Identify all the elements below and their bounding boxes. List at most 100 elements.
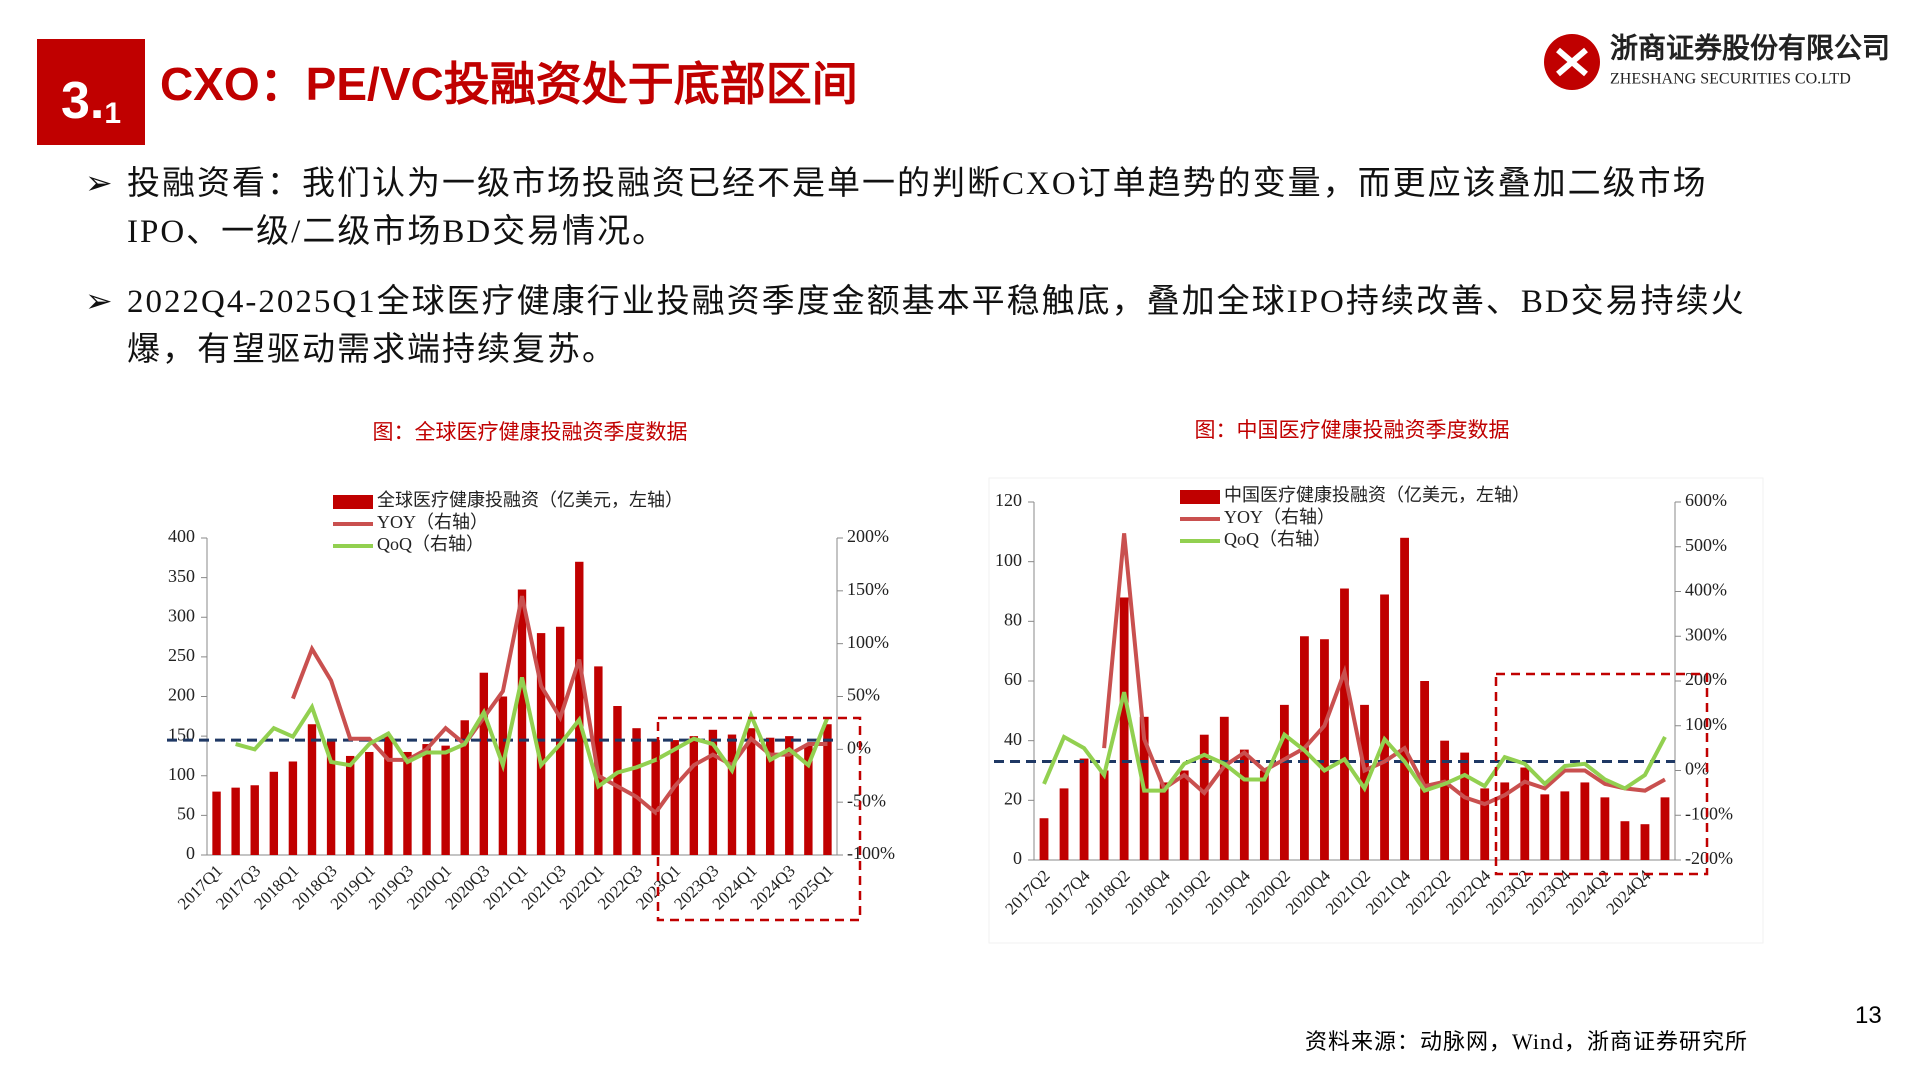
bar xyxy=(1480,788,1490,860)
bar xyxy=(1540,794,1550,860)
y2-tick-label: 0% xyxy=(1685,759,1709,779)
bar xyxy=(785,736,794,855)
bar xyxy=(804,744,813,855)
bar xyxy=(1580,782,1590,860)
bar xyxy=(403,751,412,855)
bar xyxy=(1239,749,1249,860)
y2-tick-label: 500% xyxy=(1685,535,1727,555)
bar xyxy=(575,561,584,855)
y2-tick-label: 300% xyxy=(1685,624,1727,644)
bar xyxy=(1320,639,1329,860)
y-tick-label: 50 xyxy=(177,804,195,824)
bar xyxy=(746,728,756,855)
chart-title: 图：全球医疗健康投融资季度数据 xyxy=(373,420,688,444)
bar xyxy=(1360,704,1369,860)
y-tick-label: 80 xyxy=(1004,609,1022,629)
y-tick-label: 120 xyxy=(995,490,1022,510)
bar xyxy=(1460,752,1470,860)
legend-label: 全球医疗健康投融资（亿美元，左轴） xyxy=(377,490,683,510)
bar xyxy=(231,787,240,855)
y-tick-label: 0 xyxy=(1013,848,1022,868)
bar xyxy=(517,589,527,855)
bar xyxy=(441,745,450,855)
bar xyxy=(708,729,718,855)
subsection-number: 1 xyxy=(104,97,122,130)
bullet-list: 投融资看：我们认为一级市场投融资已经不是单一的判断CXO订单趋势的变量，而更应该… xyxy=(85,160,1785,396)
bar xyxy=(1219,716,1229,860)
y-tick-label: 100 xyxy=(168,764,195,784)
bar xyxy=(1520,767,1530,860)
line-series xyxy=(235,677,830,790)
bar xyxy=(1600,797,1610,860)
bar xyxy=(212,791,221,855)
y2-tick-label: -200% xyxy=(1685,848,1733,868)
y-tick-label: 250 xyxy=(168,645,195,665)
legend-label: YOY（右轴） xyxy=(377,512,488,532)
bar xyxy=(1119,597,1129,860)
bar xyxy=(1179,770,1189,860)
bar xyxy=(1099,770,1109,860)
bar xyxy=(613,706,622,855)
bar xyxy=(1620,821,1630,860)
bar xyxy=(1660,797,1670,860)
y-tick-label: 60 xyxy=(1004,669,1022,689)
y2-tick-label: 150% xyxy=(847,579,889,599)
highlight-box xyxy=(1494,672,1709,876)
legend-label: 中国医疗健康投融资（亿美元，左轴） xyxy=(1224,485,1530,505)
y-tick-label: 200 xyxy=(168,685,195,705)
bar xyxy=(1159,782,1169,860)
legend-label: QoQ（右轴） xyxy=(377,534,484,554)
bar xyxy=(365,751,374,855)
bar xyxy=(689,736,699,855)
y2-tick-label: 400% xyxy=(1685,580,1727,600)
bar xyxy=(765,737,775,855)
slide-title: CXO：PE/VC投融资处于底部区间 xyxy=(160,58,858,110)
bar xyxy=(670,740,679,855)
bar xyxy=(727,734,737,855)
bar xyxy=(632,728,641,855)
y-tick-label: 400 xyxy=(168,526,195,546)
y2-tick-label: 100% xyxy=(847,632,889,652)
bar xyxy=(422,744,431,855)
line-series xyxy=(1102,533,1666,807)
legend-swatch xyxy=(333,495,373,509)
section-number: 3. xyxy=(60,72,105,130)
bar xyxy=(1259,770,1269,860)
bar xyxy=(479,672,489,855)
bar xyxy=(651,740,660,855)
bar xyxy=(326,740,336,855)
y-tick-label: 0 xyxy=(186,843,195,863)
y2-tick-label: 50% xyxy=(847,685,880,705)
bar xyxy=(1500,782,1510,860)
line-series xyxy=(1042,691,1667,794)
bar xyxy=(384,736,393,855)
bar xyxy=(1079,758,1089,860)
logo: 浙商证券股份有限公司 ZHESHANG SECURITIES CO.LTD xyxy=(1544,32,1890,90)
y-tick-label: 40 xyxy=(1004,729,1022,749)
source-note: 资料来源：动脉网，Wind，浙商证券研究所 xyxy=(1305,1029,1748,1054)
bar xyxy=(536,633,546,855)
y-tick-label: 100 xyxy=(995,550,1022,570)
legend-label: QoQ（右轴） xyxy=(1224,529,1331,549)
y-tick-label: 350 xyxy=(168,566,195,586)
logo-name-cn: 浙商证券股份有限公司 xyxy=(1610,32,1890,63)
bar xyxy=(1380,594,1389,860)
y-tick-label: 300 xyxy=(168,605,195,625)
bar xyxy=(288,761,298,855)
bullet: 2022Q4-2025Q1全球医疗健康行业投融资季度金额基本平稳触底，叠加全球I… xyxy=(85,278,1785,374)
bar xyxy=(460,720,469,855)
bar xyxy=(1199,734,1209,860)
y2-tick-label: 600% xyxy=(1685,490,1727,510)
bar xyxy=(1440,740,1450,860)
bar xyxy=(498,696,508,855)
y2-tick-label: 200% xyxy=(847,526,889,546)
bar xyxy=(594,666,603,855)
chart-title: 图：中国医疗健康投融资季度数据 xyxy=(1195,418,1510,442)
y2-tick-label: -100% xyxy=(847,843,895,863)
bar xyxy=(1560,791,1570,860)
bar xyxy=(1279,704,1289,860)
bar xyxy=(250,785,259,855)
page-number: 13 xyxy=(1855,1002,1882,1029)
bar xyxy=(1039,818,1049,860)
